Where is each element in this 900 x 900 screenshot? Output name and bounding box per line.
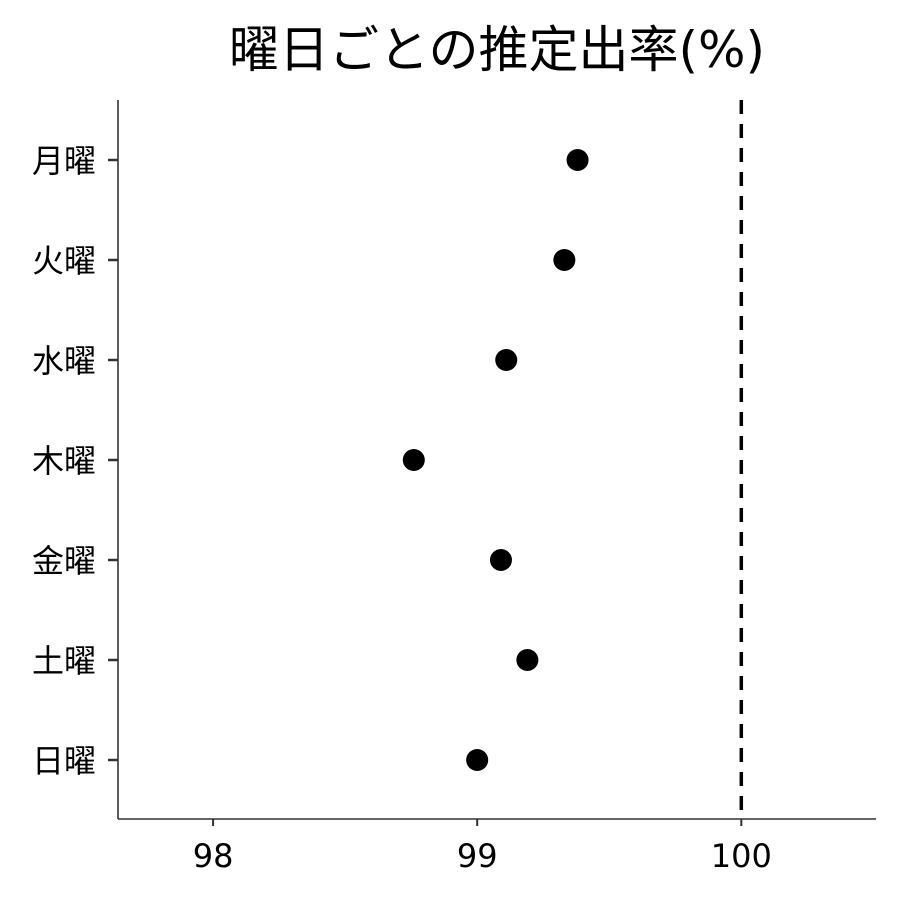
chart-title: 曜日ごとの推定出率(%) [228,21,766,79]
y-tick-label: 月曜 [32,142,96,180]
y-tick-label: 木曜 [32,442,96,480]
data-point [553,249,576,271]
data-point [489,549,512,571]
x-tick-label: 98 [193,837,234,875]
y-tick-label: 火曜 [32,242,96,280]
data-point [566,149,589,171]
data-point [495,349,518,371]
y-tick-label: 土曜 [32,642,96,680]
x-tick-label: 99 [457,837,498,875]
y-tick-label: 水曜 [32,342,96,380]
y-tick-label: 日曜 [32,742,96,780]
y-tick-label: 金曜 [32,542,96,580]
data-point [402,449,425,471]
data-point [516,649,539,671]
x-tick-label: 100 [711,837,772,875]
data-point [466,749,489,771]
